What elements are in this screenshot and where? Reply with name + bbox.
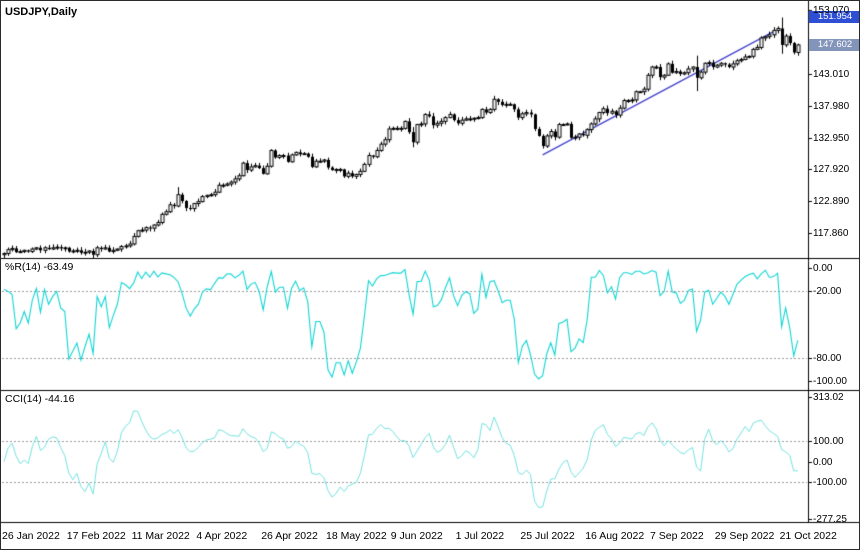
wpr-indicator-label: %R(14) -63.49 xyxy=(5,261,74,273)
price-marker-badge: 151.954 xyxy=(809,11,859,24)
symbol-timeframe-label: USDJPY,Daily xyxy=(5,6,78,18)
cci-indicator-label: CCI(14) -44.16 xyxy=(5,393,75,405)
current-price-badge: 147.602 xyxy=(809,38,859,51)
